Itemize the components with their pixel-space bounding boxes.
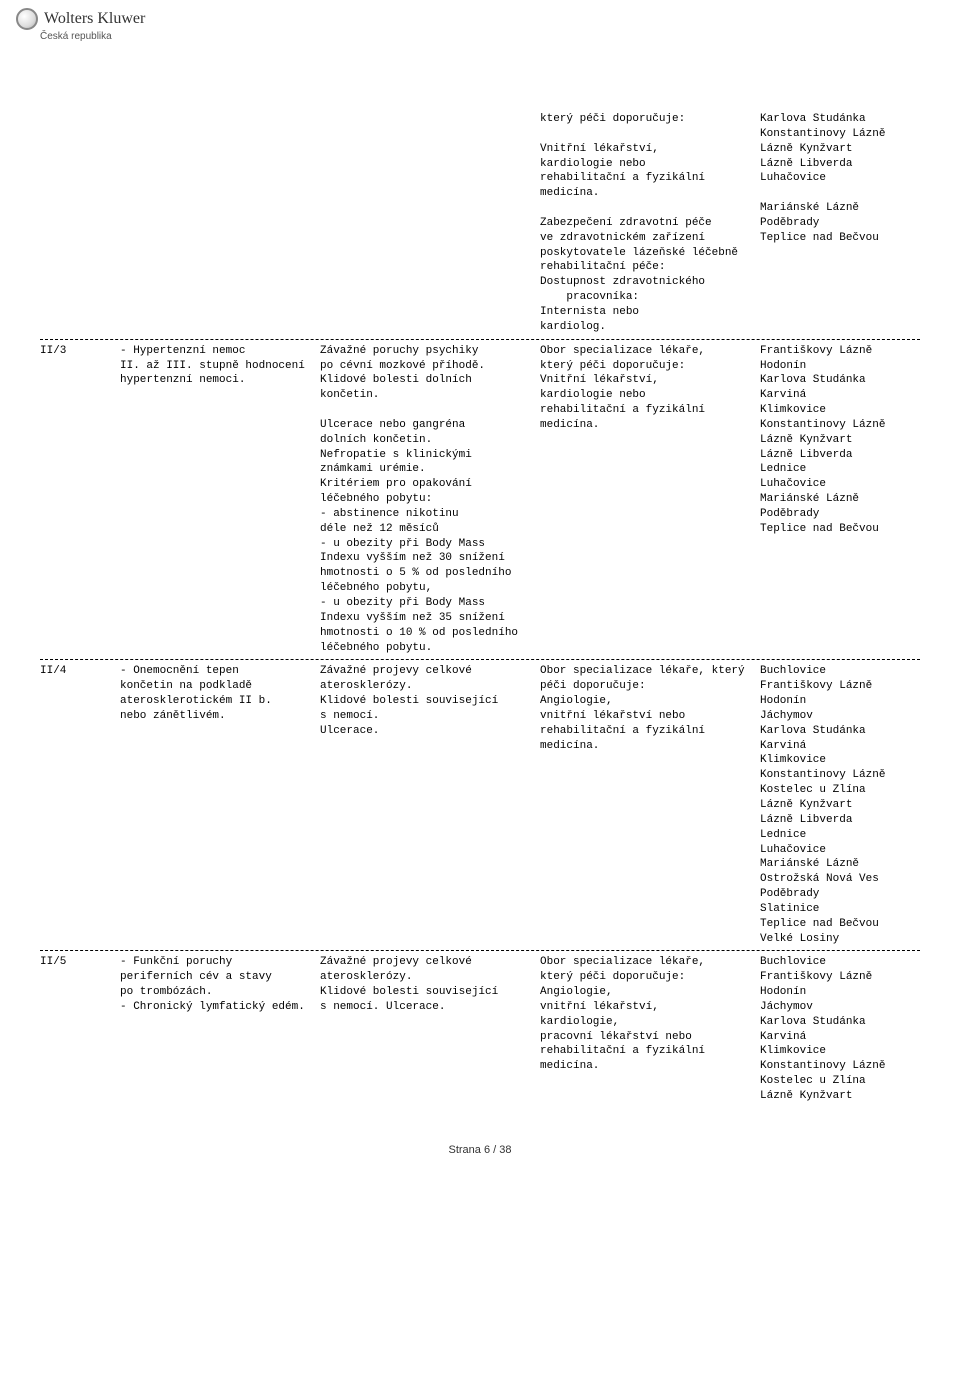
table-row: II/5 - Funkční poruchy periferních cév a… — [40, 955, 920, 1103]
code-cell: II/5 — [40, 955, 120, 970]
name-cell: - Funkční poruchy periferních cév a stav… — [120, 955, 310, 1014]
table-row: II/4 - Onemocnění tepen končetin na podk… — [40, 664, 920, 946]
row-separator — [40, 659, 920, 660]
criteria-cell: Závažné projevy celkové aterosklerózy. K… — [320, 955, 530, 1014]
page-header: Wolters Kluwer — [0, 0, 960, 32]
table-row: který péči doporučuje: Vnitřní lékařství… — [40, 112, 920, 335]
name-cell: - Onemocnění tepen končetin na podkladě … — [120, 664, 310, 723]
spa-cell: Karlova Studánka Konstantinovy Lázně Láz… — [760, 112, 920, 246]
spa-cell: Buchlovice Františkovy Lázně Hodonín Jác… — [760, 955, 920, 1103]
spa-cell: Františkovy Lázně Hodonín Karlova Studán… — [760, 344, 920, 537]
spec-cell: Obor specializace lékaře, který péči dop… — [540, 955, 750, 1074]
code-cell: II/4 — [40, 664, 120, 679]
criteria-cell: Závažné projevy celkové aterosklerózy. K… — [320, 664, 530, 738]
brand-subtext: Česká republika — [0, 31, 960, 42]
logo-icon — [16, 8, 38, 30]
code-cell: II/3 — [40, 344, 120, 359]
spec-cell: Obor specializace lékaře, který péči dop… — [540, 664, 750, 753]
page-footer: Strana 6 / 38 — [0, 1114, 960, 1168]
name-cell: - Hypertenzní nemoc II. až III. stupně h… — [120, 344, 310, 389]
spec-cell: který péči doporučuje: Vnitřní lékařství… — [540, 112, 750, 335]
row-separator — [40, 339, 920, 340]
document-body: který péči doporučuje: Vnitřní lékařství… — [0, 42, 960, 1114]
spa-cell: Buchlovice Františkovy Lázně Hodonín Jác… — [760, 664, 920, 946]
brand-text: Wolters Kluwer — [44, 10, 145, 28]
table-row: II/3 - Hypertenzní nemoc II. až III. stu… — [40, 344, 920, 656]
spec-cell: Obor specializace lékaře, který péči dop… — [540, 344, 750, 433]
row-separator — [40, 950, 920, 951]
criteria-cell: Závažné poruchy psychiky po cévní mozkov… — [320, 344, 530, 656]
